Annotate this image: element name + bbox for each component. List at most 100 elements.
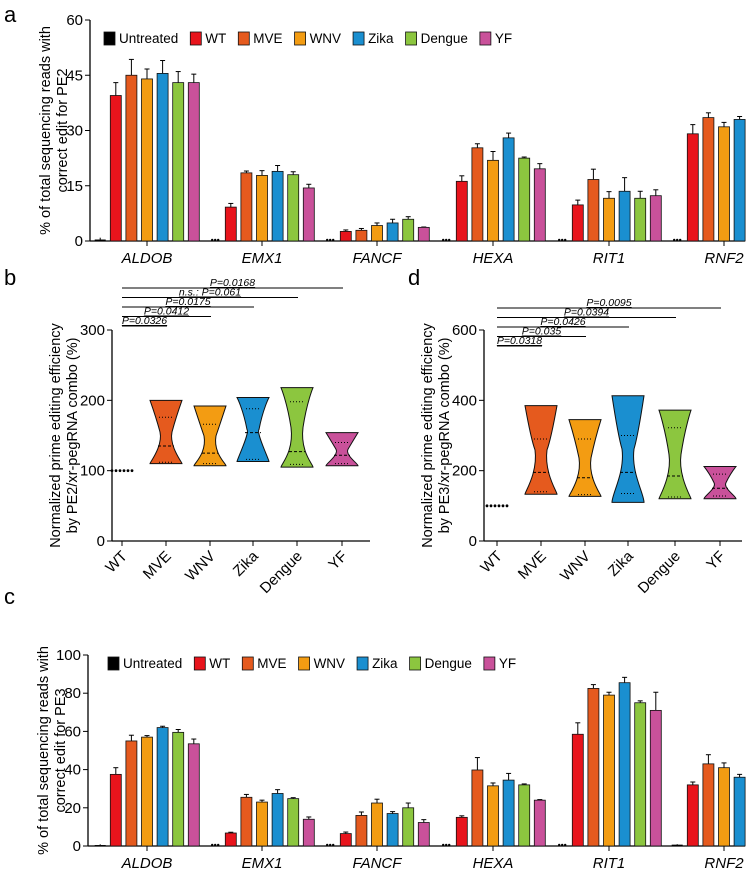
bar-yf	[649, 709, 662, 847]
bar-wnv	[256, 801, 268, 847]
y-axis-label: Normalized prime editing efficiencyby PE…	[420, 322, 453, 547]
data-point	[122, 469, 126, 473]
legend-label: Untreated	[119, 31, 178, 46]
x-tick-label: ALDOB	[121, 855, 173, 871]
y-tick-label: 30	[66, 123, 83, 140]
bar-yf	[533, 799, 546, 847]
data-point	[217, 238, 220, 242]
data-point	[564, 238, 567, 242]
p-value-label: P=0.0412	[144, 306, 189, 318]
legend-label: WNV	[310, 31, 342, 46]
bar-wt	[224, 206, 237, 242]
legend-label: YF	[495, 31, 512, 46]
legend-swatch	[483, 656, 496, 671]
y-axis-label-line: correct edit for PE3	[53, 688, 69, 812]
bar-zika	[386, 813, 399, 847]
y-axis-label-line: % of total sequencing reads with	[36, 646, 52, 855]
data-point	[561, 238, 564, 242]
data-point	[445, 843, 448, 847]
y-tick-label: 0	[75, 233, 83, 250]
bar-dengue	[518, 784, 531, 847]
x-tick-label: YF	[703, 548, 729, 574]
bar-mve	[471, 147, 484, 242]
bar-wnv	[603, 197, 615, 242]
violin-yf	[325, 432, 359, 467]
p-value-label: P=0.0326	[122, 315, 167, 327]
legend-label: Zika	[368, 31, 394, 46]
p-value-label: P=0.0175	[165, 296, 210, 308]
data-point	[329, 843, 332, 847]
y-axis-label: Normalized prime editing efficiencyby PE…	[48, 322, 81, 547]
x-tick-label: WNV	[557, 548, 594, 585]
legend-swatch	[405, 31, 417, 46]
y-axis-label-line: by PE3/xr-pegRNA combo (%)	[437, 338, 453, 534]
data-point	[676, 238, 679, 242]
bar-zika	[271, 793, 284, 847]
violin-mve	[149, 399, 183, 465]
data-point	[558, 843, 561, 847]
x-tick-label: FANCF	[353, 855, 403, 871]
violin-zika	[236, 397, 270, 463]
bar-untreated	[94, 239, 106, 241]
bar-mve	[240, 172, 253, 242]
x-tick-label: HEXA	[473, 250, 514, 267]
data-point	[211, 238, 214, 242]
y-tick-label: 200	[80, 392, 105, 409]
x-tick-label: MVE	[140, 548, 175, 583]
p-value-label: P=0.0426	[540, 316, 585, 328]
data-point	[442, 843, 445, 847]
bar-wt	[224, 832, 237, 847]
violin-dengue	[658, 409, 692, 500]
legend-swatch	[241, 656, 254, 671]
bar-dengue	[634, 702, 647, 847]
y-tick-label: 45	[66, 67, 83, 84]
bar-yf	[302, 187, 315, 242]
x-tick-label: Dengue	[635, 548, 684, 597]
bar-chart-c: 0 20 40 60 80 100% of total sequencing reads …	[36, 646, 746, 872]
y-axis-label-line: by PE2/xr-pegRNA combo (%)	[65, 338, 81, 534]
bar-dengue	[172, 731, 185, 847]
bar-zika	[156, 727, 169, 847]
x-tick-label: YF	[325, 548, 351, 574]
bar-yf	[187, 743, 200, 847]
data-point	[326, 843, 329, 847]
y-axis-label-line: correct edit for PE2	[55, 68, 71, 192]
bar-zika	[386, 222, 399, 242]
x-tick-label: HEXA	[473, 855, 514, 871]
violin-yf	[702, 465, 738, 500]
legend-swatch	[409, 656, 421, 671]
bar-dengue	[634, 197, 647, 242]
x-tick-label: Zika	[230, 547, 263, 580]
violin-dengue	[280, 387, 314, 468]
y-axis-label: % of total sequencing reads withcorrect …	[38, 26, 71, 235]
legend-swatch	[237, 31, 250, 46]
bar-untreated	[94, 845, 106, 846]
bar-wt	[339, 231, 352, 242]
bar-dengue	[287, 174, 300, 242]
y-tick-label: 60	[66, 12, 83, 29]
y-tick-label: 20	[64, 800, 81, 817]
y-tick-label: 0	[73, 838, 81, 855]
p-value-label: P=0.0168	[210, 277, 255, 289]
legend-swatch	[479, 31, 492, 46]
data-point	[329, 238, 332, 242]
data-point	[214, 238, 217, 242]
bar-wnv	[141, 736, 153, 847]
data-point	[214, 843, 217, 847]
data-point	[558, 238, 561, 242]
data-point	[561, 843, 564, 847]
legend-swatch	[294, 31, 306, 46]
data-point	[126, 469, 130, 473]
panel-label-a: a	[4, 2, 17, 27]
data-point	[130, 469, 134, 473]
bar-wt	[109, 95, 122, 242]
legend-swatch	[298, 656, 310, 671]
legend-label: WT	[205, 31, 226, 46]
data-point	[445, 238, 448, 242]
data-point	[211, 843, 214, 847]
violin-mve	[524, 405, 558, 495]
bar-wt	[686, 784, 699, 847]
bar-wnv	[487, 785, 499, 847]
